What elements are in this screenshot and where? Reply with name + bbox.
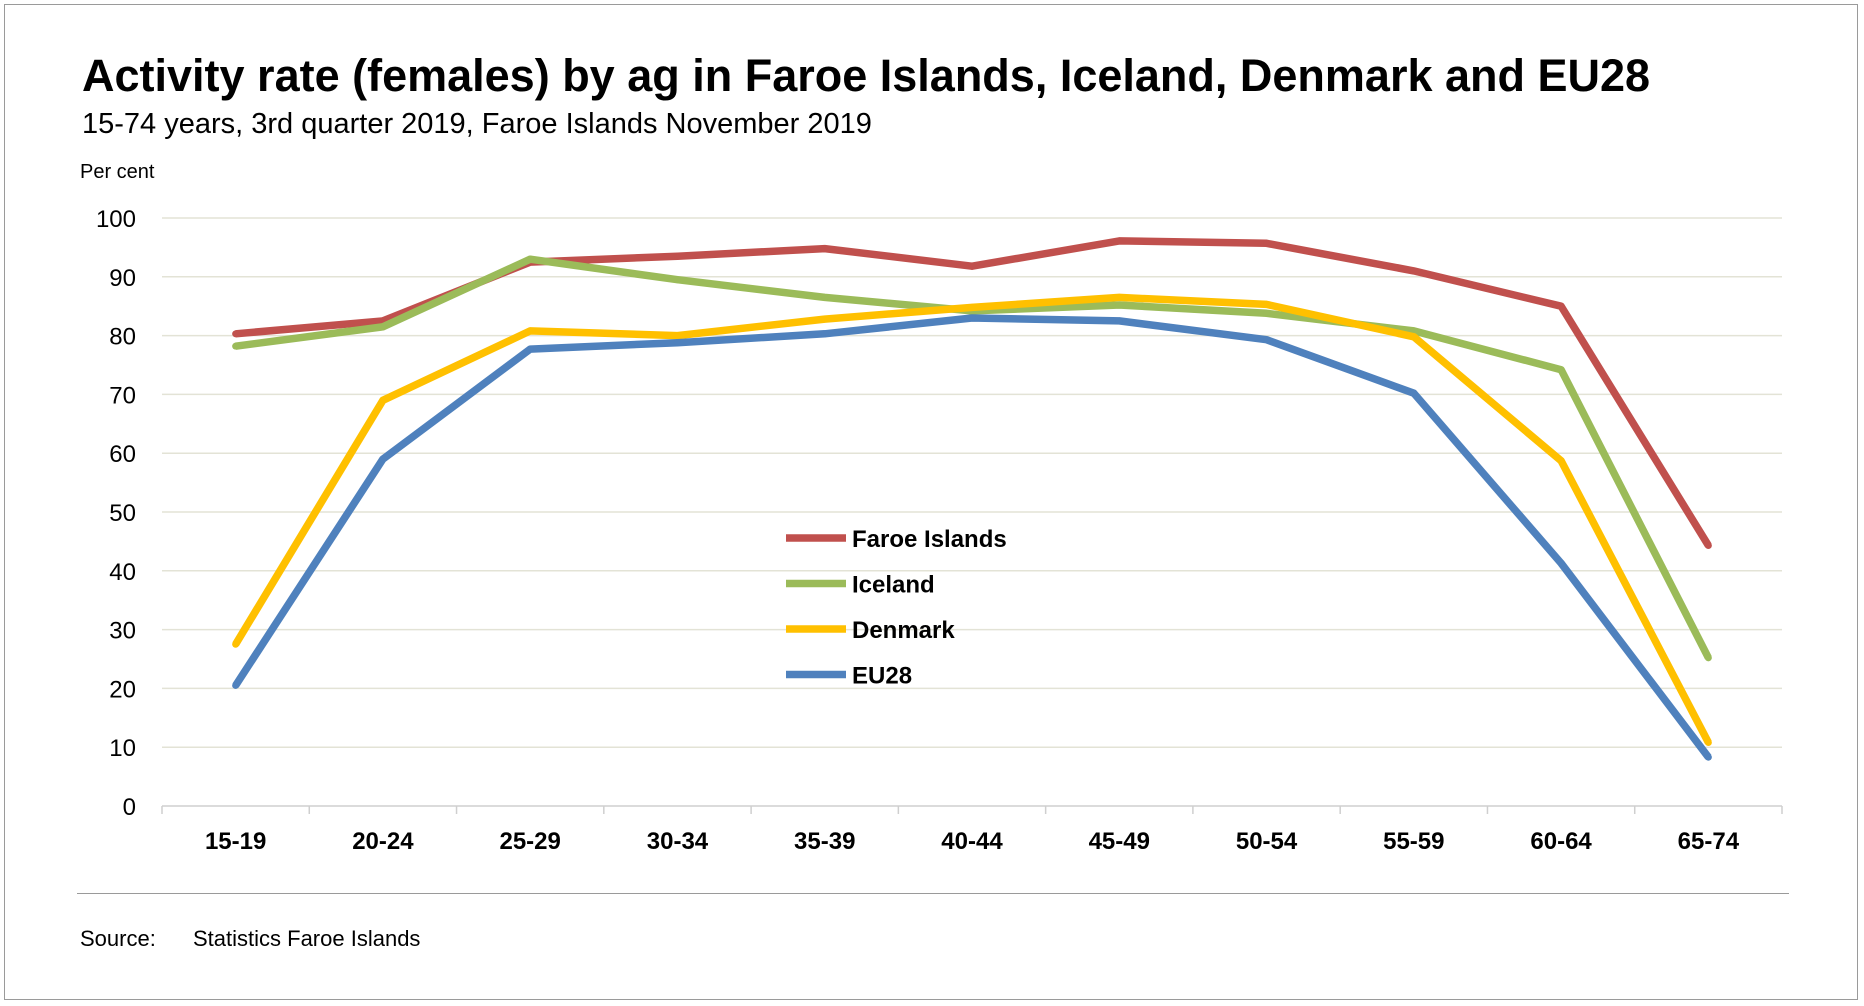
data-point-eu28: [968, 314, 976, 322]
series-denmark: [232, 293, 1712, 746]
x-axis: 15-19 20-24 25-29 30-34 35-39 40-44 45-49 50-54…: [161, 805, 1783, 855]
data-point-faroe-islands: [1263, 239, 1271, 247]
data-point-iceland: [232, 342, 240, 350]
data-point-eu28: [821, 330, 829, 338]
data-point-eu28: [232, 681, 240, 689]
data-point-iceland: [821, 293, 829, 301]
data-point-iceland: [526, 255, 534, 263]
data-point-faroe-islands: [232, 330, 240, 338]
data-point-denmark: [1704, 738, 1712, 746]
legend: Faroe Islands Iceland Denmark EU28: [786, 526, 1007, 690]
x-tick-label: 35-39: [794, 828, 855, 855]
y-tick-label: 100: [96, 206, 136, 233]
data-point-eu28: [1704, 753, 1712, 761]
data-point-denmark: [526, 327, 534, 335]
data-point-iceland: [1704, 654, 1712, 662]
series-lines: [232, 237, 1712, 761]
footer-divider: [77, 893, 1789, 894]
y-axis-ticks: 0 10 20 30 40 50 60 70 80 90 100: [96, 206, 136, 821]
x-tick-label: 40-44: [941, 828, 1003, 855]
y-tick-label: 80: [109, 324, 136, 351]
data-point-denmark: [1115, 293, 1123, 301]
data-point-denmark: [968, 303, 976, 311]
data-point-eu28: [1115, 317, 1123, 325]
source-value: Statistics Faroe Islands: [193, 926, 421, 951]
data-point-iceland: [1115, 301, 1123, 309]
data-point-faroe-islands: [968, 262, 976, 270]
y-axis-unit-label: Per cent: [80, 161, 155, 183]
data-point-eu28: [1410, 389, 1418, 397]
data-point-eu28: [379, 455, 387, 463]
y-tick-label: 70: [109, 382, 136, 409]
y-tick-label: 90: [109, 265, 136, 292]
y-tick-label: 30: [109, 618, 136, 645]
y-tick-label: 60: [109, 441, 136, 468]
data-point-eu28: [526, 345, 534, 353]
x-tick-label: 30-34: [647, 828, 709, 855]
data-point-eu28: [1557, 559, 1565, 567]
data-point-iceland: [673, 276, 681, 284]
series-line-faroe-islands: [235, 237, 1712, 548]
x-tick-label: 65-74: [1678, 828, 1740, 855]
data-point-faroe-islands: [821, 245, 829, 253]
data-point-denmark: [673, 332, 681, 340]
data-point-faroe-islands: [1410, 267, 1418, 275]
y-tick-label: 0: [123, 794, 136, 821]
data-point-denmark: [1263, 300, 1271, 308]
grid-lines: [162, 217, 1782, 748]
x-tick-label: 25-29: [499, 828, 560, 855]
data-point-denmark: [821, 315, 829, 323]
legend-label-iceland: Iceland: [852, 572, 935, 599]
data-point-faroe-islands: [1557, 302, 1565, 310]
data-point-denmark: [1557, 457, 1565, 465]
data-point-iceland: [379, 323, 387, 331]
series-line-denmark: [232, 293, 1712, 745]
y-tick-label: 40: [109, 559, 136, 586]
chart-subtitle: 15-74 years, 3rd quarter 2019, Faroe Isl…: [82, 108, 872, 140]
data-point-faroe-islands: [1704, 542, 1712, 550]
x-tick-label: 20-24: [352, 828, 414, 855]
data-point-eu28: [673, 339, 681, 347]
y-tick-label: 50: [109, 500, 136, 527]
chart-frame: [4, 4, 1858, 1000]
legend-label-faroe-islands: Faroe Islands: [852, 526, 1007, 553]
series-faroe-islands: [232, 237, 1712, 550]
y-tick-label: 20: [109, 676, 136, 703]
data-point-denmark: [1410, 333, 1418, 341]
legend-label-eu28: EU28: [852, 663, 912, 690]
x-tick-label: 60-64: [1530, 828, 1592, 855]
chart-title: Activity rate (females) by ag in Faroe I…: [82, 50, 1651, 101]
data-point-iceland: [1263, 309, 1271, 317]
data-point-iceland: [1557, 366, 1565, 374]
x-tick-label: 45-49: [1089, 828, 1150, 855]
x-tick-label: 55-59: [1383, 828, 1444, 855]
legend-label-denmark: Denmark: [852, 617, 955, 644]
series-eu28: [232, 314, 1712, 761]
source-label: Source:: [80, 926, 156, 951]
x-tick-label: 15-19: [205, 828, 266, 855]
x-tick-label: 50-54: [1236, 828, 1298, 855]
data-point-eu28: [1263, 336, 1271, 344]
data-point-denmark: [232, 640, 240, 648]
y-tick-label: 10: [109, 735, 136, 762]
data-point-faroe-islands: [1115, 237, 1123, 245]
data-point-faroe-islands: [673, 252, 681, 260]
data-point-denmark: [379, 396, 387, 404]
